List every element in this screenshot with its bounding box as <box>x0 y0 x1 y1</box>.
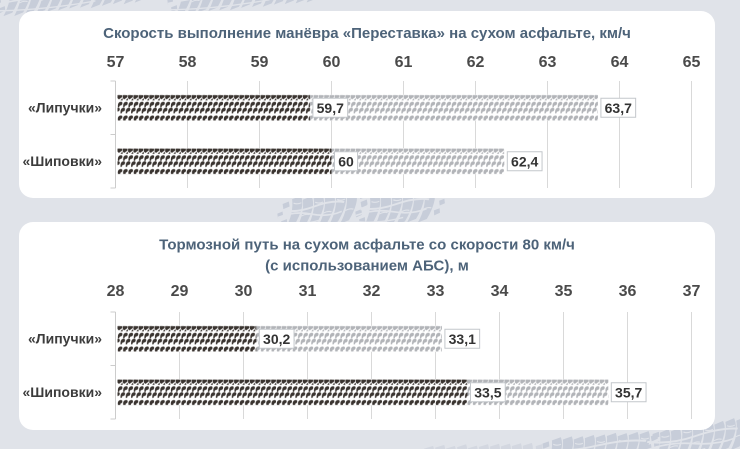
value-text: 35,7 <box>615 384 642 400</box>
value-box <box>470 382 506 403</box>
tire-track-mark <box>167 0 326 16</box>
chart1-title: Скорость выполнение манёвра «Переставка»… <box>103 25 631 42</box>
tire-track-mark <box>645 416 740 449</box>
bar-row-1: «Липучки» 30,2 33,1 <box>28 325 481 352</box>
category-label: «Липучки» <box>28 99 102 115</box>
x-tick-label: 62 <box>467 54 485 71</box>
x-tick-label: 29 <box>171 283 189 300</box>
value-label: 33,1 <box>444 328 481 349</box>
value-text: 33,5 <box>474 384 501 400</box>
category-label: «Липучки» <box>28 330 102 346</box>
x-tick-label: 37 <box>683 283 701 300</box>
category-label: «Шиповки» <box>23 384 103 400</box>
x-tick-label: 31 <box>299 283 317 300</box>
value-box <box>600 97 637 118</box>
dark-bar <box>117 325 257 352</box>
value-text: 63,7 <box>605 100 632 116</box>
value-text: 30,2 <box>263 331 290 347</box>
value-text: 60 <box>338 153 354 169</box>
x-tick-label: 64 <box>611 54 629 71</box>
x-tick-label: 57 <box>107 54 125 71</box>
dark-bar <box>117 94 310 121</box>
tire-track-mark <box>0 0 152 17</box>
value-box <box>258 328 295 349</box>
x-tick-label: 30 <box>235 283 253 300</box>
value-box <box>444 328 481 349</box>
value-box <box>334 151 359 172</box>
x-tick-label: 36 <box>619 283 637 300</box>
x-tick-label: 59 <box>251 54 269 71</box>
value-text: 33,1 <box>449 331 476 347</box>
value-label: 59,7 <box>312 97 349 118</box>
y-axis <box>110 311 116 420</box>
value-label: 60 <box>334 151 359 172</box>
y-axis <box>110 80 116 189</box>
dark-bar <box>117 379 468 406</box>
value-box <box>312 97 349 118</box>
value-label: 62,4 <box>506 151 543 172</box>
value-text: 59,7 <box>317 100 344 116</box>
x-tick-label: 28 <box>107 283 125 300</box>
value-label: 63,7 <box>600 97 637 118</box>
chart2-title: Тормозной путь на сухом асфальте со скор… <box>159 237 575 254</box>
bar-row-2: «Шиповки» 60 62,4 <box>23 148 543 175</box>
tire-track-mark <box>415 442 543 449</box>
x-tick-label: 34 <box>491 283 509 300</box>
bar-row-1: «Липучки» 59,7 63,7 <box>28 94 637 121</box>
x-tick-label: 63 <box>539 54 557 71</box>
x-tick-label: 58 <box>179 54 197 71</box>
x-tick-label: 65 <box>683 54 701 71</box>
chart2-plot: 28 29 30 31 32 33 34 35 36 37 «Липучки» 30,2 33,1 «Ши… <box>23 283 701 420</box>
value-box <box>610 382 647 403</box>
tire-track-mark <box>277 190 367 230</box>
x-tick-label: 32 <box>363 283 381 300</box>
x-tick-label: 35 <box>555 283 573 300</box>
value-label: 30,2 <box>258 328 295 349</box>
chart1-plot: 57 58 59 60 61 62 63 64 65 «Липучки» 59,7 63,7 «Шипо… <box>23 54 701 189</box>
value-label: 33,5 <box>470 382 506 403</box>
value-label: 35,7 <box>610 382 647 403</box>
x-tick-label: 33 <box>427 283 445 300</box>
dark-bar <box>117 148 332 175</box>
tire-track-mark <box>538 431 660 449</box>
category-label: «Шиповки» <box>23 153 103 169</box>
value-box <box>506 151 543 172</box>
x-tick-label: 61 <box>395 54 413 71</box>
value-text: 62,4 <box>511 153 538 169</box>
bar-row-2: «Шиповки» 33,5 35,7 <box>23 379 647 406</box>
chart2-subtitle: (с использованием АБС), м <box>265 258 469 275</box>
x-tick-label: 60 <box>323 54 341 71</box>
